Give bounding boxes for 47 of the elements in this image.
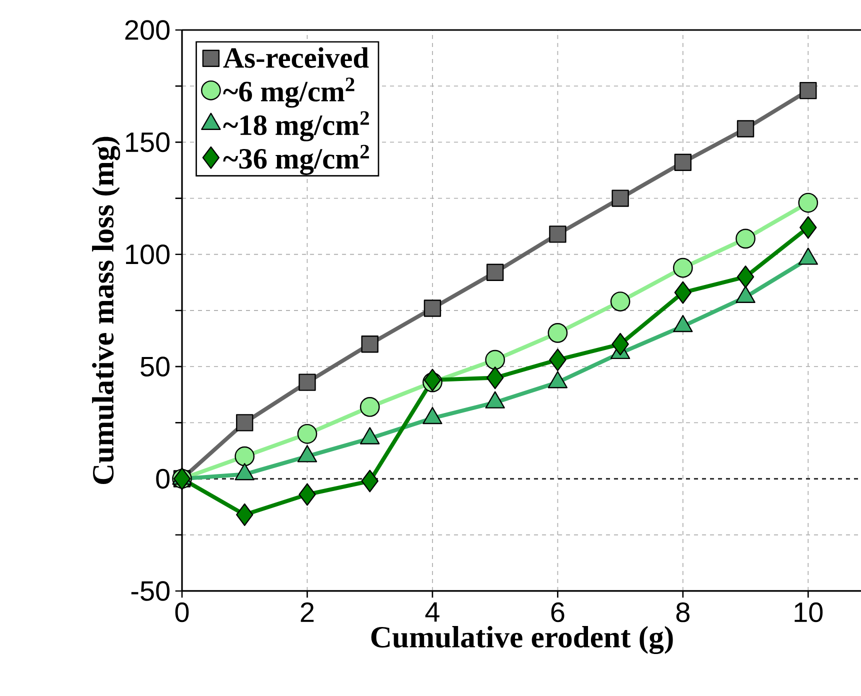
x-tick-label: 6 bbox=[551, 602, 564, 622]
y-tick-label: -50 bbox=[131, 581, 170, 601]
point bbox=[800, 216, 817, 239]
x-tick-label: 4 bbox=[425, 602, 440, 622]
x-axis-title: Cumulative erodent (g) bbox=[371, 626, 673, 654]
point bbox=[485, 350, 506, 370]
legend-label: ~36 mg/cm$^{2}$ bbox=[223, 144, 369, 175]
legend-label: ~18 mg/cm$^{2}$ bbox=[223, 111, 369, 142]
x-tick-label: 8 bbox=[676, 602, 690, 622]
y-tick-label: 50 bbox=[140, 356, 170, 376]
point bbox=[298, 374, 316, 391]
x-tick-label: 10 bbox=[794, 602, 823, 622]
point bbox=[236, 503, 254, 526]
point bbox=[298, 483, 316, 506]
legend-label: As-received bbox=[223, 47, 369, 68]
point bbox=[549, 348, 566, 372]
point bbox=[800, 82, 817, 100]
point bbox=[548, 322, 568, 343]
point bbox=[610, 292, 630, 312]
y-axis-title: Cumulative mass loss (mg) bbox=[92, 136, 120, 484]
point bbox=[424, 300, 442, 317]
legend-label: ~6 mg/cm$^{2}$ bbox=[223, 78, 354, 108]
point bbox=[424, 368, 442, 392]
point bbox=[674, 154, 692, 171]
point bbox=[236, 414, 254, 432]
point bbox=[798, 192, 818, 213]
point bbox=[674, 281, 692, 304]
point bbox=[486, 264, 504, 281]
point bbox=[360, 397, 380, 417]
y-tick-label: 100 bbox=[126, 244, 170, 264]
point bbox=[736, 266, 754, 288]
x-tick-label: 2 bbox=[300, 602, 314, 622]
x-tick-label: 0 bbox=[175, 602, 189, 622]
point bbox=[234, 446, 255, 466]
point bbox=[672, 258, 693, 278]
point bbox=[736, 228, 756, 249]
point bbox=[612, 332, 629, 356]
y-tick-label: 200 bbox=[125, 20, 170, 40]
y-tick-label: 0 bbox=[156, 468, 170, 489]
point bbox=[361, 470, 378, 492]
point bbox=[486, 366, 504, 390]
point bbox=[549, 226, 566, 243]
point bbox=[736, 120, 754, 138]
y-tick-label: 150 bbox=[126, 132, 170, 152]
point bbox=[612, 190, 629, 207]
point bbox=[361, 336, 378, 353]
point bbox=[297, 424, 318, 444]
